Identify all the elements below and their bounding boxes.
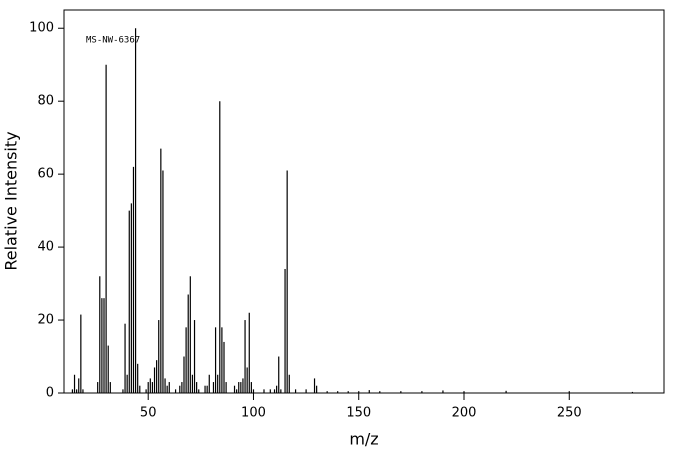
- y-tick-label: 20: [37, 313, 54, 328]
- y-tick-label: 60: [37, 167, 54, 182]
- x-tick-label: 250: [557, 406, 582, 421]
- y-tick-label: 100: [29, 21, 54, 36]
- x-tick-label: 100: [241, 406, 266, 421]
- x-tick-label: 200: [452, 406, 477, 421]
- plot-frame: [63, 9, 665, 394]
- x-tick-label: 50: [140, 406, 157, 421]
- y-axis-label: Relative Intensity: [2, 131, 21, 270]
- x-tick-label: 150: [346, 406, 371, 421]
- x-axis-label: m/z: [349, 430, 378, 449]
- annotation: MS-NW-6367: [86, 36, 140, 46]
- y-tick-label: 40: [37, 240, 54, 255]
- y-tick-label: 80: [37, 94, 54, 109]
- y-tick-label: 0: [46, 386, 54, 401]
